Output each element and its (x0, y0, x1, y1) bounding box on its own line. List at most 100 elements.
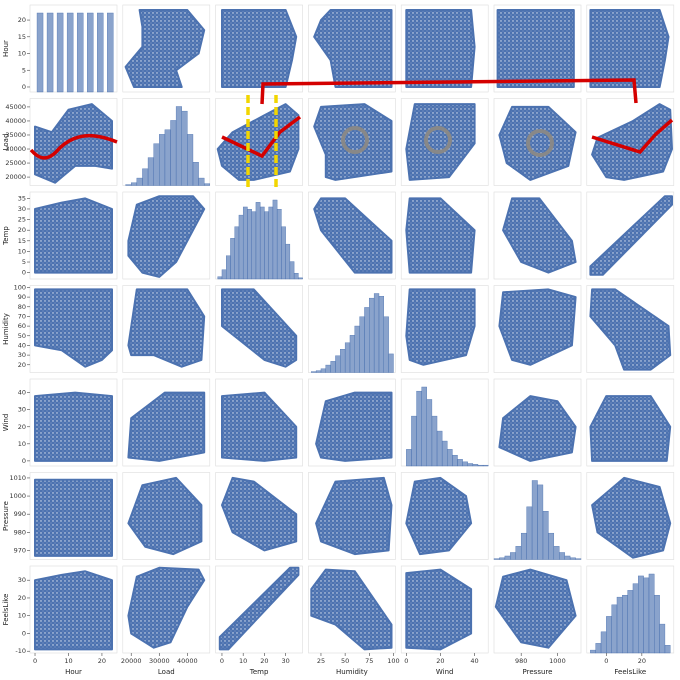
y-tick-label: 50 (18, 332, 26, 340)
hist-bar (383, 316, 389, 373)
y-tick-label: 0 (22, 457, 26, 465)
hist-bar (416, 390, 422, 467)
x-axis-label: Hour (65, 668, 82, 676)
hist-bar (259, 206, 265, 280)
y-tick-label: 80 (18, 303, 26, 311)
hist-bar (147, 157, 154, 186)
y-tick-label: 30 (18, 351, 26, 359)
hist-bar (164, 129, 171, 186)
y-axis-label: Temp (2, 226, 10, 246)
hist-bar (198, 177, 205, 186)
hist-bar (364, 307, 370, 373)
scatter-cloud (216, 103, 300, 181)
y-tick-label: 30000 (5, 145, 26, 153)
hist-bar (181, 110, 188, 186)
hist-bar (477, 464, 484, 467)
y-tick-label: 10 (18, 247, 26, 255)
x-tick-label: 980 (515, 657, 527, 665)
gray-circle (341, 126, 369, 154)
hist-bar (66, 12, 74, 93)
scatter-cloud (502, 197, 577, 274)
y-axis-label: Pressure (2, 501, 10, 531)
scatter-cloud (34, 103, 113, 184)
y-tick-label: 35 (18, 194, 26, 202)
scatter-cloud (315, 476, 393, 556)
hist-bar (606, 616, 612, 654)
y-tick-label: 30 (18, 406, 26, 414)
scatter-cloud (127, 476, 203, 556)
y-tick-label: 45000 (5, 103, 26, 111)
hist-bar (553, 546, 560, 560)
scatter-cloud (591, 103, 673, 181)
scatter-cloud (124, 9, 206, 88)
scatter-cloud (405, 103, 476, 181)
y-tick-label: 30 (18, 205, 26, 213)
hist-bar (354, 325, 360, 373)
x-tick-label: 100 (387, 657, 399, 665)
scatter-cloud (34, 570, 113, 651)
hist-bar (452, 454, 458, 467)
scatter-cloud (127, 391, 206, 462)
gray-circle (526, 129, 554, 157)
hist-bar (632, 583, 639, 654)
x-axis-label: Humidity (336, 668, 368, 676)
hist-bar (564, 555, 571, 560)
hist-bar (664, 645, 671, 654)
y-tick-label: 20 (18, 361, 26, 369)
hist-bar (559, 552, 565, 560)
hist-bar (411, 415, 417, 467)
hist-bar (531, 480, 538, 560)
x-tick-label: 0 (220, 657, 224, 665)
scatter-cloud (313, 197, 393, 274)
hist-bar (472, 464, 479, 467)
red-bracket (260, 78, 638, 105)
hist-bar (315, 370, 322, 373)
scatter-cloud (315, 391, 393, 462)
scatter-cloud (589, 288, 672, 371)
y-axis-label: FeelsLike (2, 594, 10, 626)
scatter-cloud (221, 476, 298, 552)
hist-bar (298, 277, 303, 280)
y-axis-label: Humidity (2, 313, 10, 345)
hist-bar (153, 143, 160, 186)
x-tick-label: 40000 (177, 657, 198, 665)
hist-bar (441, 440, 448, 467)
y-tick-label: 20 (18, 226, 26, 234)
hist-bar (627, 590, 634, 654)
x-tick-label: 10 (239, 657, 247, 665)
scatter-cloud (405, 9, 476, 88)
y-tick-label: 25000 (5, 159, 26, 167)
scatter-cloud (127, 288, 206, 368)
x-tick-label: 20000 (121, 657, 142, 665)
y-tick-label: 70 (18, 312, 26, 320)
hist-bar (97, 12, 104, 93)
hist-bar (131, 182, 138, 186)
hist-bar (510, 552, 516, 560)
y-tick-label: 15 (18, 33, 26, 41)
y-tick-label: 980 (14, 528, 26, 536)
y-tick-label: 990 (14, 510, 26, 518)
hist-bar (643, 577, 650, 654)
y-tick-label: 0 (22, 83, 26, 91)
scatter-cloud (218, 566, 300, 651)
scatter-cloud (221, 9, 298, 88)
hist-bar (369, 297, 375, 373)
y-tick-label: 20000 (5, 173, 26, 181)
red-curve (29, 133, 118, 160)
hist-bar (289, 261, 295, 280)
hist-bar (107, 12, 114, 93)
scatter-cloud (127, 195, 206, 278)
scatter-cloud (34, 478, 113, 557)
scatter-cloud (405, 197, 476, 274)
y-tick-label: 25 (18, 216, 26, 224)
scatter-cloud (498, 288, 577, 366)
hist-bar (431, 415, 438, 467)
hist-bar (616, 596, 623, 654)
scatter-cloud (34, 197, 113, 274)
hist-bar (648, 573, 655, 654)
x-tick-label: 0 (404, 657, 408, 665)
hist-bar (320, 368, 327, 373)
hist-bar (192, 162, 199, 186)
hist-bar (447, 449, 453, 467)
y-tick-label: 10 (18, 50, 26, 58)
